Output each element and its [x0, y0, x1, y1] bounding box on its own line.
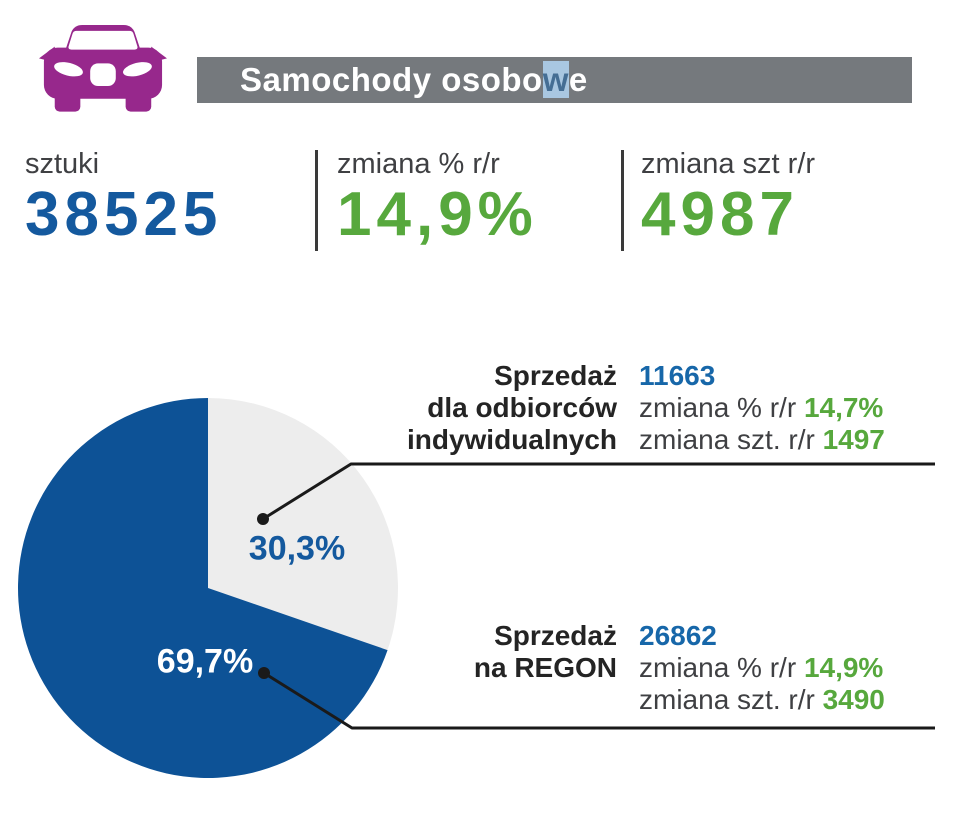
- car-front-icon: [38, 22, 168, 114]
- callout-metric-row: zmiana % r/r 14,9%: [639, 652, 884, 683]
- callout-values: 26862 zmiana % r/r 14,9% zmiana szt. r/r…: [639, 620, 885, 716]
- callout-metric-row: zmiana % r/r 14,7%: [639, 392, 884, 423]
- callout-individual-sales: Sprzedaż dla odbiorców indywidualnych 11…: [385, 360, 885, 456]
- stat-label: zmiana % r/r: [337, 148, 500, 180]
- callout-metric-row: zmiana szt. r/r 3490: [639, 684, 885, 715]
- stat-divider: [315, 150, 318, 251]
- callout-name: Sprzedaż na REGON: [473, 620, 617, 683]
- stat-label: sztuki: [25, 148, 100, 180]
- pie-slice-label-individual: 30,3%: [248, 529, 346, 568]
- callout-metric-row: zmiana szt. r/r 1497: [639, 424, 885, 455]
- highlighted-letter: w: [542, 61, 569, 98]
- callout-units-value: 11663: [639, 360, 716, 391]
- stat-value: 38525: [25, 180, 223, 249]
- pie-slice: [208, 398, 398, 651]
- stat-divider: [621, 150, 624, 251]
- pie-slice-label-regon: 69,7%: [156, 642, 254, 681]
- stat-value: 14,9%: [337, 180, 538, 249]
- callout-values: 11663 zmiana % r/r 14,7% zmiana szt. r/r…: [639, 360, 885, 456]
- page-title: Samochody osobowe: [240, 61, 588, 98]
- stat-change-percent: zmiana % r/r 14,9%: [337, 146, 538, 248]
- section-title-bar: Samochody osobowe: [197, 57, 912, 103]
- pie-chart: 30,3% 69,7%: [16, 396, 400, 780]
- callout-name: Sprzedaż dla odbiorców indywidualnych: [406, 360, 617, 455]
- callout-units-value: 26862: [639, 620, 717, 651]
- stat-change-units: zmiana szt r/r 4987: [641, 146, 815, 248]
- stat-value: 4987: [641, 180, 799, 249]
- callout-regon-sales: Sprzedaż na REGON 26862 zmiana % r/r 14,…: [385, 620, 885, 716]
- stat-label: zmiana szt r/r: [641, 148, 816, 180]
- stat-total-units: sztuki 38525: [25, 146, 222, 248]
